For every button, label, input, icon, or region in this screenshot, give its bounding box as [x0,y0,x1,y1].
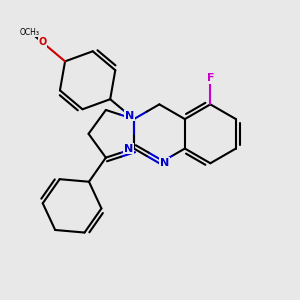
Text: N: N [160,158,169,168]
Text: O: O [38,38,46,47]
Text: N: N [125,110,134,121]
Text: OCH₃: OCH₃ [20,28,40,37]
Text: F: F [207,73,214,83]
Text: N: N [124,143,133,154]
